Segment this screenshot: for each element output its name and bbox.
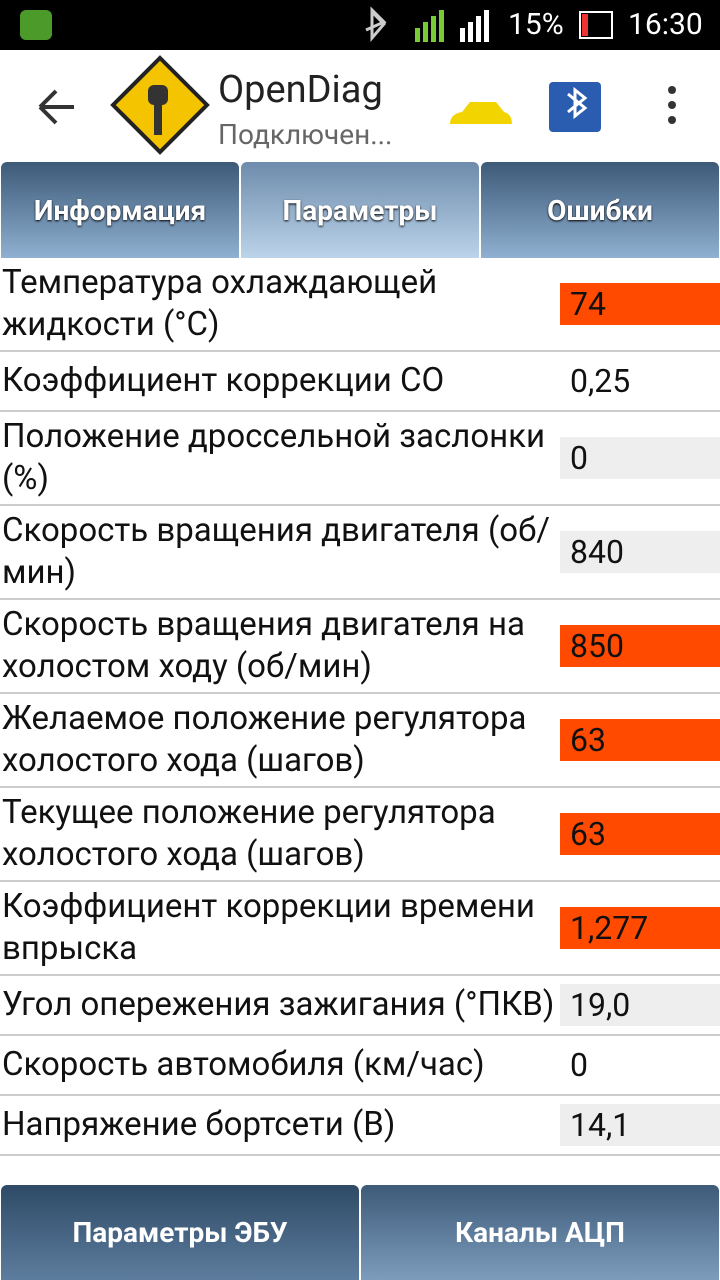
parameter-value: 19,0: [560, 984, 720, 1026]
app-bar-icons: [38, 55, 676, 155]
parameter-value: 1,277: [560, 907, 720, 949]
bottom-tab[interactable]: Каналы АЦП: [361, 1185, 719, 1280]
parameter-label: Скорость вращения двигателя на холостом …: [2, 605, 525, 686]
parameter-label: Скорость вращения двигателя (об/мин): [2, 511, 550, 592]
parameter-value: 850: [560, 625, 720, 667]
tab-bar: Информация Параметры Ошибки: [0, 162, 720, 258]
parameter-row: Текущее положение регулятора холостого х…: [0, 788, 720, 882]
parameter-label: Коэффициент коррекции времени впрыска: [2, 887, 535, 968]
tab[interactable]: Ошибки: [481, 162, 719, 258]
parameter-label: Текущее положение регулятора холостого х…: [2, 793, 496, 874]
parameter-value: 0: [560, 437, 720, 479]
connection-status: Подключен...: [218, 118, 393, 151]
parameter-label: Желаемое положение регулятора холостого …: [2, 699, 527, 780]
parameter-row: Положение дроссельной заслонки (%) 0: [0, 412, 720, 506]
parameter-value: 840: [560, 531, 720, 573]
parameter-row: Коэффициент коррекции времени впрыска 1,2…: [0, 882, 720, 976]
parameter-row: Угол опережения зажигания (°ПКВ) 19,0: [0, 976, 720, 1036]
parameter-label: Скорость автомобиля (км/час): [2, 1045, 485, 1084]
battery-level: 15%: [508, 7, 564, 42]
parameter-list: Температура охлаждающей жидкости (°C) 74 К…: [0, 258, 720, 1185]
parameter-label: Угол опережения зажигания (°ПКВ): [2, 985, 555, 1024]
parameter-label: Напряжение бортсети (В): [2, 1105, 396, 1144]
parameter-row: Температура охлаждающей жидкости (°C) 74: [0, 258, 720, 352]
parameter-row: Скорость автомобиля (км/час) 0: [0, 1036, 720, 1096]
bottom-tab[interactable]: Параметры ЭБУ: [1, 1185, 359, 1280]
app-bar: OpenDiag Подключен...: [0, 50, 720, 160]
parameter-value: 63: [560, 813, 720, 855]
parameter-row: Желаемое положение регулятора холостого …: [0, 694, 720, 788]
parameter-value: 0: [560, 1044, 720, 1086]
parameter-value: 74: [560, 283, 720, 325]
parameter-value: 14,1: [560, 1104, 720, 1146]
status-icons: [20, 6, 613, 43]
tab[interactable]: Информация: [1, 162, 239, 258]
parameter-value: 0,25: [560, 360, 720, 402]
parameter-label: Положение дроссельной заслонки (%): [2, 417, 546, 498]
parameter-label: Коэффициент коррекции CO: [2, 361, 445, 400]
parameter-row: Коэффициент коррекции CO 0,25: [0, 352, 720, 412]
bottom-tab-bar: Параметры ЭБУ Каналы АЦП: [0, 1185, 720, 1280]
status-bar: 15% 16:30: [0, 0, 720, 50]
parameter-label: Температура охлаждающей жидкости (°C): [2, 263, 438, 344]
back-arrow[interactable]: [38, 89, 74, 125]
clock: 16:30: [628, 7, 703, 42]
app-title: OpenDiag: [218, 68, 383, 112]
parameter-row: Скорость вращения двигателя (об/мин) 840: [0, 506, 720, 600]
parameter-row: Скорость вращения двигателя на холостом …: [0, 600, 720, 694]
parameter-row: Напряжение бортсети (В) 14,1: [0, 1096, 720, 1156]
tab[interactable]: Параметры: [241, 162, 479, 258]
parameter-value: 63: [560, 719, 720, 761]
